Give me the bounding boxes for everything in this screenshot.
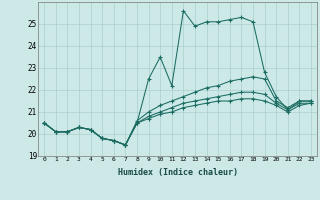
X-axis label: Humidex (Indice chaleur): Humidex (Indice chaleur) bbox=[118, 168, 238, 177]
